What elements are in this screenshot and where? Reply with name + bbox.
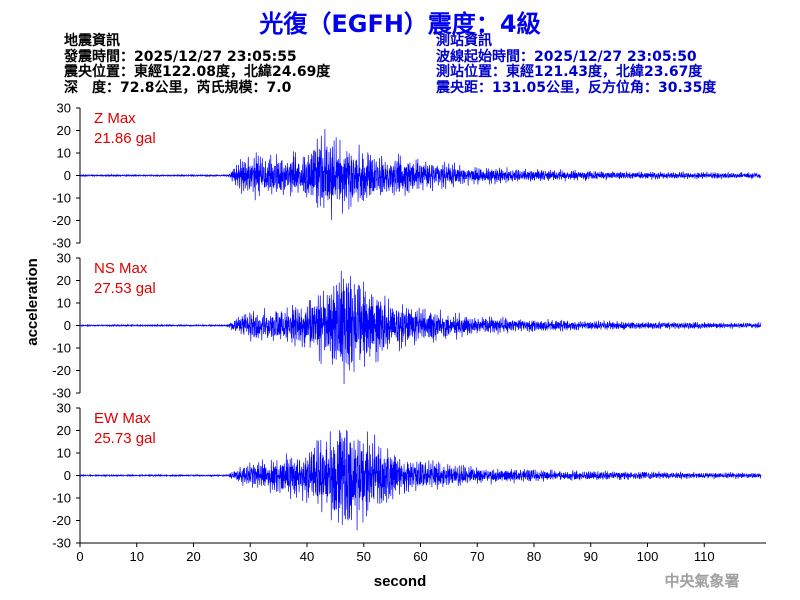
y-tick-label: 0	[64, 318, 71, 333]
x-tick-label: 40	[300, 549, 314, 564]
x-tick-label: 10	[130, 549, 144, 564]
y-tick-label: -20	[52, 213, 71, 228]
agency-watermark: 中央氣象署	[664, 572, 739, 590]
y-tick-label: 30	[57, 101, 71, 116]
x-tick-label: 80	[527, 549, 541, 564]
earthquake-info-heading: 地震資訊	[64, 33, 120, 49]
depth-magnitude: 深 度：72.8公里，芮氏規模：7.0	[64, 79, 292, 96]
x-tick-label: 50	[357, 549, 371, 564]
y-tick-label: 10	[57, 296, 71, 311]
max-label-name: NS Max	[94, 260, 148, 277]
station-info-heading: 測站資訊	[436, 33, 492, 49]
y-tick-label: 0	[64, 468, 71, 483]
max-label-value: 21.86 gal	[94, 130, 156, 147]
y-axis-title: acceleration	[24, 258, 41, 346]
y-tick-label: -10	[52, 341, 71, 356]
earthquake-info: 地震資訊 發震時間：2025/12/27 23:05:55 震央位置：東經122…	[64, 33, 331, 96]
x-tick-label: 30	[243, 549, 257, 564]
x-tick-label: 60	[413, 549, 427, 564]
y-tick-label: -10	[52, 191, 71, 206]
y-tick-label: 10	[57, 446, 71, 461]
y-tick-label: -20	[52, 363, 71, 378]
waveform-trace	[79, 129, 762, 220]
max-label-name: Z Max	[94, 110, 136, 127]
y-tick-label: 30	[57, 401, 71, 416]
station-location: 測站位置：東經121.43度，北緯23.67度	[436, 64, 703, 80]
y-tick-label: 0	[64, 168, 71, 183]
x-ticks: 0 10 20 30 40 50 60 70 80 90 100 110	[76, 543, 715, 564]
y-tick-label: -10	[52, 491, 71, 506]
x-tick-label: 110	[694, 549, 715, 564]
x-tick-label: 0	[76, 549, 83, 564]
y-tick-label: 30	[57, 251, 71, 266]
chart-title: 光復（EGFH）震度：4級	[259, 10, 541, 38]
y-tick-label: 20	[57, 423, 71, 438]
y-tick-label: 10	[57, 146, 71, 161]
panel-1: 30 20 10 0 -10 -20 -30 Z Max 21.86 gal	[52, 101, 762, 251]
y-tick-label: -20	[52, 513, 71, 528]
waveform-trace	[79, 270, 762, 385]
y-tick-label: -30	[52, 386, 71, 401]
distance-azimuth: 震央距：131.05公里，反方位角：30.35度	[436, 79, 717, 96]
wave-start-time: 波線起始時間：2025/12/27 23:05:50	[436, 48, 697, 65]
y-tick-label: -30	[52, 236, 71, 251]
origin-time: 發震時間：2025/12/27 23:05:55	[64, 48, 297, 65]
panel-3: 30 20 10 0 -10 -20 -30 EW Max 25.73 gal	[52, 401, 766, 551]
y-tick-label: 20	[57, 273, 71, 288]
y-tick-label: 20	[57, 123, 71, 138]
epicenter-location: 震央位置：東經122.08度，北緯24.69度	[64, 64, 331, 80]
max-label-value: 27.53 gal	[94, 280, 156, 297]
max-label-name: EW Max	[94, 410, 151, 427]
station-info: 測站資訊 波線起始時間：2025/12/27 23:05:50 測站位置：東經1…	[436, 33, 717, 96]
y-tick-label: -30	[52, 536, 71, 551]
waveform-trace	[79, 429, 762, 531]
max-label-value: 25.73 gal	[94, 430, 156, 447]
x-tick-label: 100	[637, 549, 659, 564]
panel-2: 30 20 10 0 -10 -20 -30 NS Max 27.53 gal	[52, 251, 762, 401]
x-axis-title: second	[374, 573, 427, 590]
x-tick-label: 70	[470, 549, 484, 564]
x-tick-label: 90	[584, 549, 598, 564]
x-tick-label: 20	[186, 549, 200, 564]
